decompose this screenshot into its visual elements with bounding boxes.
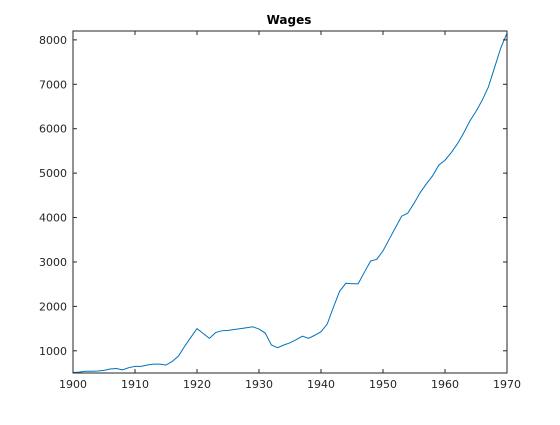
y-tick-label: 8000 <box>39 34 67 47</box>
x-tick-label: 1930 <box>245 378 273 391</box>
x-tick-label: 1920 <box>183 378 211 391</box>
y-tick-label: 2000 <box>39 300 67 313</box>
chart-axes: 1900 1910 1920 1930 1940 1950 1960 1970 1000 2000… <box>39 30 521 391</box>
x-tick-label: 1960 <box>431 378 459 391</box>
x-tick-label: 1950 <box>369 378 397 391</box>
chart-marks <box>72 33 508 374</box>
x-tick-label: 1940 <box>307 378 335 391</box>
y-tick-label: 5000 <box>39 167 67 180</box>
y-tick-label: 3000 <box>39 256 67 269</box>
plot-area <box>73 31 507 373</box>
chart-title: Wages <box>267 13 312 27</box>
series-line-0 <box>72 33 508 374</box>
x-tick-label: 1900 <box>59 378 87 391</box>
x-tick-label: 1910 <box>121 378 149 391</box>
y-tick-label: 4000 <box>39 212 67 225</box>
x-tick-label: 1970 <box>493 378 521 391</box>
y-tick-label: 6000 <box>39 123 67 136</box>
axes-box <box>72 30 508 374</box>
y-tick-label: 1000 <box>39 345 67 358</box>
y-tick-label: 7000 <box>39 78 67 91</box>
